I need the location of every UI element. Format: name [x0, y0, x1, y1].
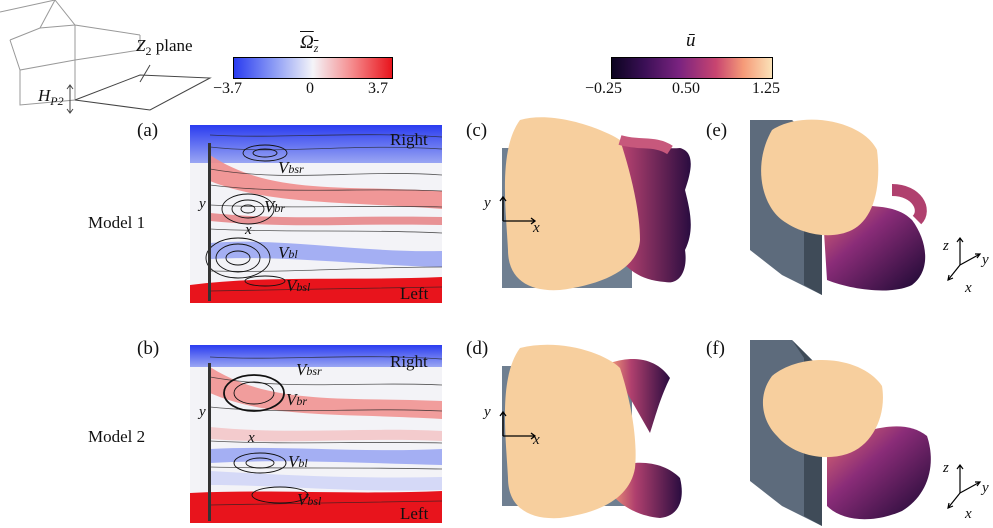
- velocity-colorbar: [611, 57, 773, 79]
- vortex-br-label-b: Vbr: [286, 390, 308, 409]
- isosurface-top-view-model-1: [502, 117, 691, 291]
- velocity-tick-max: 1.25: [752, 80, 780, 97]
- plane-label: Z2 plane: [136, 36, 193, 58]
- axis-x-f: x: [965, 506, 972, 522]
- vortex-br-label-a: Vbr: [264, 197, 286, 216]
- axis-y-d: y: [484, 404, 491, 420]
- vortex-bsr-label-b: Vbsr: [296, 360, 322, 379]
- building-sketch-icon: [0, 0, 212, 114]
- inset-sketch: Z2 plane HP2: [0, 0, 230, 125]
- vortex-bsl-label-a: Vbsl: [286, 276, 311, 295]
- model-1-label: Model 1: [88, 213, 146, 232]
- axis-y-a: y: [199, 196, 206, 212]
- vortex-bl-label-a: Vbl: [278, 243, 298, 262]
- isosurface-top-view-model-2: [502, 344, 682, 519]
- axis-x-e: x: [965, 280, 972, 296]
- panel-label-f: (f): [706, 338, 725, 359]
- panel-label-c: (c): [466, 120, 488, 141]
- vorticity-field-model-1: [190, 125, 443, 303]
- axis-y-f: y: [982, 480, 989, 496]
- velocity-colorbar-title: ū: [686, 30, 696, 51]
- left-label-b: Left: [400, 504, 429, 523]
- isosurface-perspective-model-2: [750, 340, 931, 526]
- axis-x-b: x: [248, 430, 255, 446]
- vorticity-tick-mid: 0: [306, 80, 314, 97]
- axis-z-f: z: [943, 460, 949, 476]
- axis-triad-f: [947, 464, 982, 509]
- vorticity-colorbar: [233, 57, 393, 79]
- vorticity-field-model-2: [190, 345, 443, 523]
- panel-label-a: (a): [137, 120, 159, 141]
- vortex-bl-label-b: Vbl: [288, 452, 308, 471]
- axis-y-e: y: [982, 252, 989, 268]
- axis-x-d: x: [533, 432, 540, 448]
- right-label-a: Right: [390, 130, 428, 149]
- panel-label-e: (e): [706, 120, 728, 141]
- panel-label-b: (b): [137, 338, 160, 359]
- axis-z-e: z: [943, 238, 949, 254]
- velocity-tick-mid: 0.50: [672, 80, 700, 97]
- vorticity-tick-min: −3.7: [213, 80, 243, 97]
- model-2-label: Model 2: [88, 427, 146, 446]
- axis-y-c: y: [484, 195, 491, 211]
- axis-arrows-c: [499, 195, 537, 225]
- axis-y-b: y: [199, 404, 206, 420]
- vorticity-tick-max: 3.7: [368, 80, 388, 97]
- axis-x-a: x: [245, 222, 252, 238]
- vortex-bsl-label-b: Vbsl: [297, 490, 322, 509]
- vortex-bsr-label-a: Vbsr: [278, 158, 304, 177]
- vorticity-colorbar-title: Ωz: [300, 32, 319, 55]
- axis-x-c: x: [533, 220, 540, 236]
- axis-triad-e: [947, 237, 982, 281]
- isosurface-perspective-model-1: [750, 119, 927, 295]
- right-label-b: Right: [390, 352, 428, 371]
- height-label: HP2: [38, 86, 64, 108]
- left-label-a: Left: [400, 284, 429, 303]
- velocity-tick-min: −0.25: [585, 80, 623, 97]
- axis-arrows-d: [499, 410, 537, 440]
- panel-label-d: (d): [466, 338, 489, 359]
